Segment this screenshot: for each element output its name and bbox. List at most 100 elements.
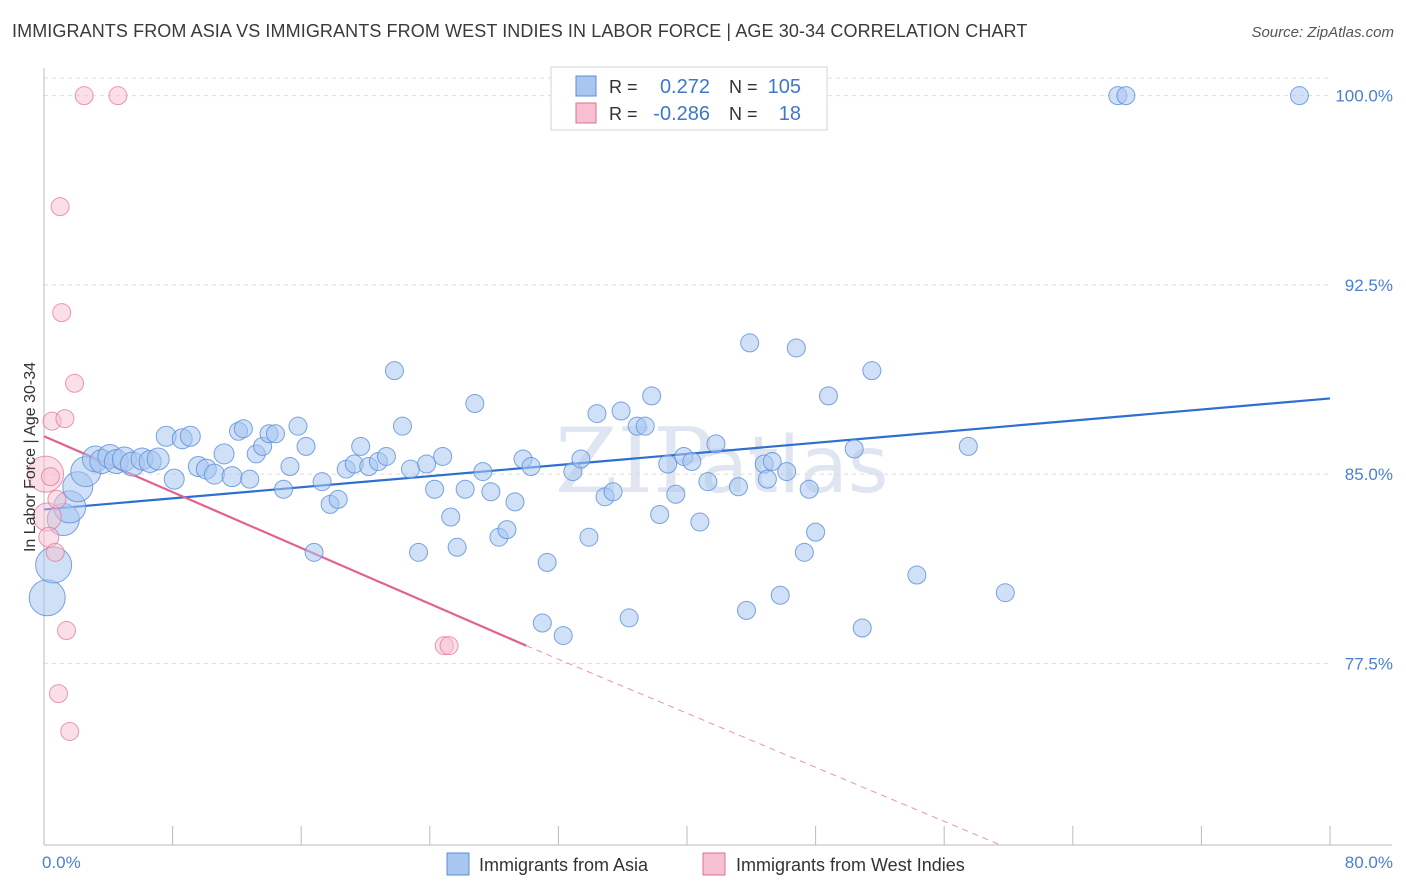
west-indies-point: [47, 489, 67, 509]
west-indies-point: [65, 373, 85, 393]
asia-point: [794, 542, 814, 562]
asia-point: [425, 479, 445, 499]
legend-swatch-west-indies: [702, 852, 726, 876]
tick-labels: 100.0% 92.5% 85.0% 77.5% 0.0% 80.0%: [42, 87, 1393, 872]
x-tick-label: 0.0%: [42, 853, 81, 872]
west-indies-point: [439, 636, 459, 656]
asia-point: [304, 542, 324, 562]
asia-point: [571, 449, 591, 469]
asia-point: [409, 542, 429, 562]
asia-point: [532, 613, 552, 633]
asia-point: [958, 436, 978, 456]
series-west-indies-points: [27, 86, 459, 741]
asia-point: [179, 425, 201, 447]
asia-point: [690, 512, 710, 532]
asia-point: [481, 482, 501, 502]
asia-point: [818, 386, 838, 406]
asia-point: [441, 507, 461, 527]
asia-point: [666, 484, 686, 504]
asia-point: [611, 401, 631, 421]
legend-r-value: 0.272: [660, 76, 710, 98]
asia-point: [603, 482, 623, 502]
asia-point: [786, 338, 806, 358]
asia-point: [280, 457, 300, 477]
grid-lines: [44, 77, 1330, 664]
west-indies-point: [50, 197, 70, 217]
asia-point: [376, 446, 396, 466]
west-indies-point: [45, 542, 65, 562]
asia-point: [465, 393, 485, 413]
y-axis-label: In Labor Force | Age 30-34: [22, 362, 39, 552]
west-indies-point: [60, 721, 80, 741]
source-label: Source: ZipAtlas.com: [1251, 24, 1394, 41]
asia-point: [274, 479, 294, 499]
y-tick-label: 92.5%: [1345, 276, 1393, 295]
asia-point: [240, 469, 260, 489]
west-indies-point: [55, 409, 75, 429]
asia-point: [203, 463, 225, 485]
asia-point: [312, 472, 332, 492]
asia-point: [265, 424, 285, 444]
asia-point: [1116, 86, 1136, 106]
asia-point: [163, 468, 185, 490]
asia-point: [852, 618, 872, 638]
legend-swatch-wi: [575, 102, 597, 124]
legend-r-label: R =: [609, 104, 638, 124]
asia-point: [392, 416, 412, 436]
asia-point: [497, 520, 517, 540]
asia-point: [433, 446, 453, 466]
asia-point: [384, 361, 404, 381]
asia-point: [635, 416, 655, 436]
asia-point: [736, 600, 756, 620]
legend-swatch-asia: [575, 75, 597, 97]
asia-point: [762, 452, 782, 471]
asia-point: [844, 439, 864, 459]
legend-n-value: 18: [779, 103, 801, 125]
west-indies-point: [48, 684, 68, 704]
legend-n-value: 105: [768, 76, 801, 98]
asia-point: [740, 333, 760, 353]
asia-point: [521, 457, 541, 477]
west-indies-point: [40, 467, 60, 487]
asia-point: [682, 452, 702, 471]
asia-point: [770, 585, 790, 605]
asia-point: [757, 469, 777, 489]
legend-n-label: N =: [729, 104, 758, 124]
y-tick-label: 77.5%: [1345, 654, 1393, 673]
legend-label-west-indies: Immigrants from West Indies: [736, 855, 965, 875]
asia-point: [1289, 86, 1309, 106]
asia-point: [553, 626, 573, 646]
west-indies-trend-extension: [526, 645, 1001, 846]
asia-point: [505, 492, 525, 512]
y-tick-label: 85.0%: [1345, 465, 1393, 484]
asia-point: [587, 404, 607, 424]
asia-point: [706, 434, 726, 454]
legend-box: [550, 66, 828, 131]
asia-point: [213, 443, 235, 465]
asia-point: [447, 537, 467, 557]
x-tick-label: 80.0%: [1345, 853, 1393, 872]
west-indies-point: [108, 86, 128, 106]
legend-swatch-asia: [446, 852, 470, 876]
asia-point: [146, 447, 170, 471]
asia-point: [642, 386, 662, 406]
asia-point: [417, 454, 437, 474]
legend-n-label: N =: [729, 77, 758, 97]
series-asia-points: [28, 86, 1309, 646]
legend-r-value: -0.286: [653, 103, 710, 125]
asia-point: [537, 552, 557, 572]
asia-point: [619, 608, 639, 628]
asia-point: [907, 565, 927, 585]
asia-point: [728, 477, 748, 497]
asia-point: [473, 462, 493, 482]
asia-point: [288, 416, 308, 436]
asia-point: [995, 583, 1015, 603]
asia-point: [799, 479, 819, 499]
correlation-legend: R = 0.272 N = 105 R = -0.286 N = 18: [550, 66, 828, 131]
asia-point: [579, 527, 599, 547]
asia-point: [28, 579, 66, 617]
legend-label-asia: Immigrants from Asia: [479, 855, 649, 875]
asia-point: [658, 454, 678, 474]
asia-point: [401, 459, 421, 479]
